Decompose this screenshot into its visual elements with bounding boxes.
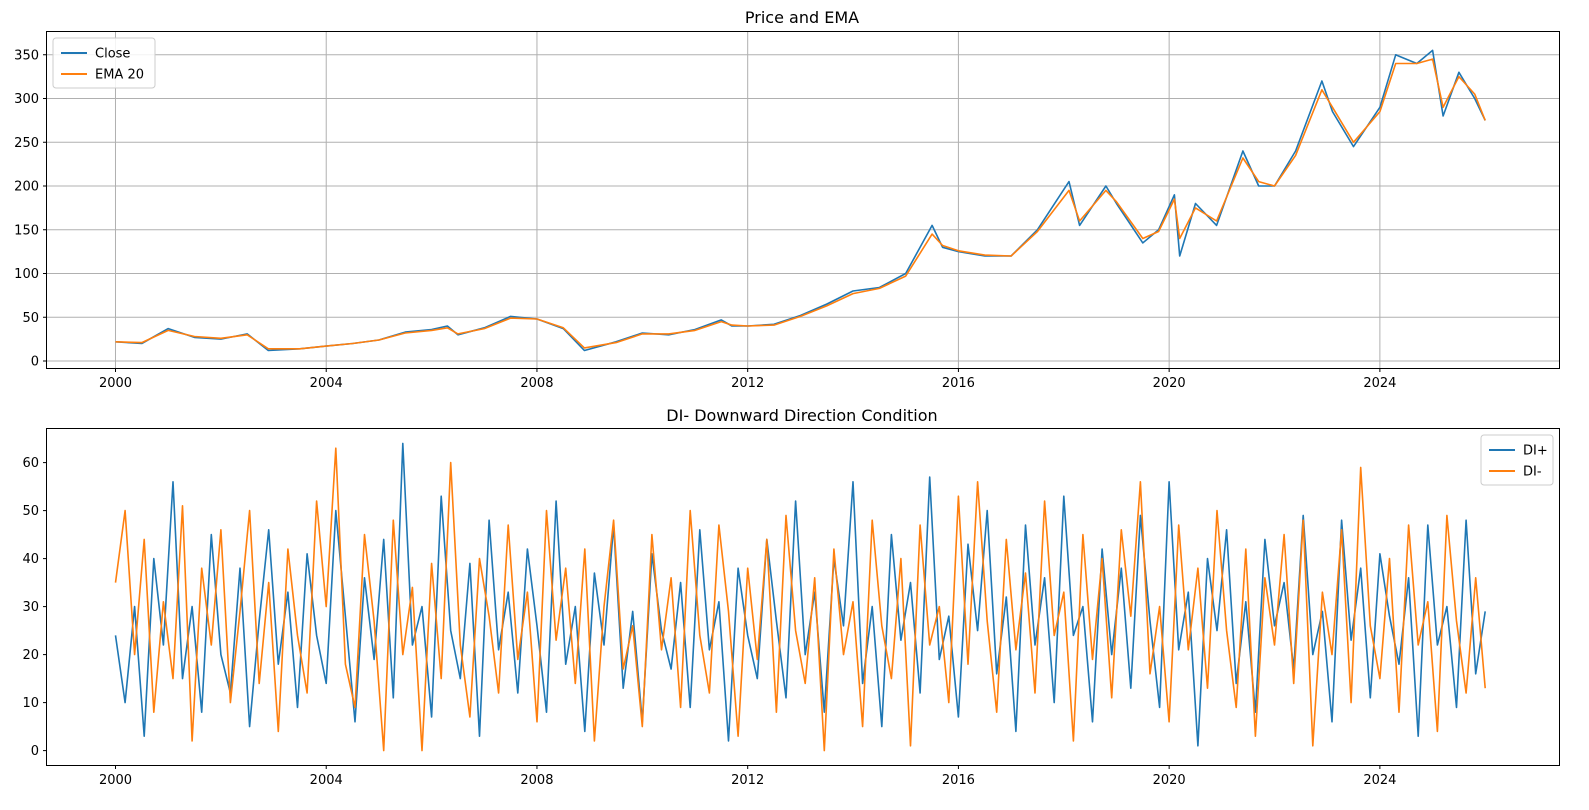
y-tick-label: 40: [22, 552, 39, 567]
chart-title: DI- Downward Direction Condition: [666, 406, 937, 425]
legend-label: Close: [95, 47, 130, 62]
y-tick-label: 150: [14, 223, 39, 238]
x-tick-label: 2024: [1363, 773, 1396, 788]
di-panel: DI- Downward Direction Condition 2000 200…: [22, 406, 1560, 788]
y-tick-label: 200: [14, 180, 39, 195]
y-tick-label: 0: [31, 355, 39, 370]
y-tick-label: 350: [14, 48, 39, 63]
y-tick-label: 0: [31, 744, 39, 759]
x-tick-label: 2016: [942, 376, 975, 391]
y-tick-label: 20: [22, 648, 39, 663]
x-tick-label: 2020: [1153, 773, 1186, 788]
plot-frame: [46, 31, 1560, 369]
y-tick-label: 50: [22, 311, 39, 326]
x-tick-label: 2008: [520, 376, 553, 391]
legend-label: DI+: [1523, 444, 1548, 459]
x-tick-label: 2016: [942, 773, 975, 788]
y-tick-label: 100: [14, 267, 39, 282]
x-tick-label: 2020: [1153, 376, 1186, 391]
series-line-di-: [114, 442, 1486, 747]
series-line-di-: [114, 447, 1486, 752]
y-tick-label: 250: [14, 136, 39, 151]
y-tick-label: 30: [22, 600, 39, 615]
x-tick-label: 2012: [731, 773, 764, 788]
series-line-ema-20: [115, 58, 1486, 350]
legend: Close EMA 20: [52, 37, 156, 89]
x-tick-label: 2004: [310, 376, 343, 391]
x-tick-label: 2024: [1363, 376, 1396, 391]
x-tick-label: 2000: [99, 376, 132, 391]
plot-frame: [46, 428, 1560, 766]
y-tick-label: 60: [22, 456, 39, 471]
y-tick-label: 10: [22, 696, 39, 711]
legend-label: DI-: [1523, 465, 1542, 480]
legend: DI+ DI-: [1480, 434, 1554, 486]
legend-box: [52, 37, 156, 89]
legend-label: EMA 20: [95, 68, 144, 83]
x-tick-label: 2008: [520, 773, 553, 788]
price-ema-panel: Price and EMA 2000 2004 2008 2012 2016 2020 20…: [14, 8, 1560, 391]
x-tick-label: 2000: [99, 773, 132, 788]
chart-title: Price and EMA: [745, 8, 859, 27]
x-tick-label: 2004: [310, 773, 343, 788]
y-tick-label: 50: [22, 504, 39, 519]
legend-box: [1480, 434, 1554, 486]
y-tick-label: 300: [14, 92, 39, 107]
x-tick-label: 2012: [731, 376, 764, 391]
